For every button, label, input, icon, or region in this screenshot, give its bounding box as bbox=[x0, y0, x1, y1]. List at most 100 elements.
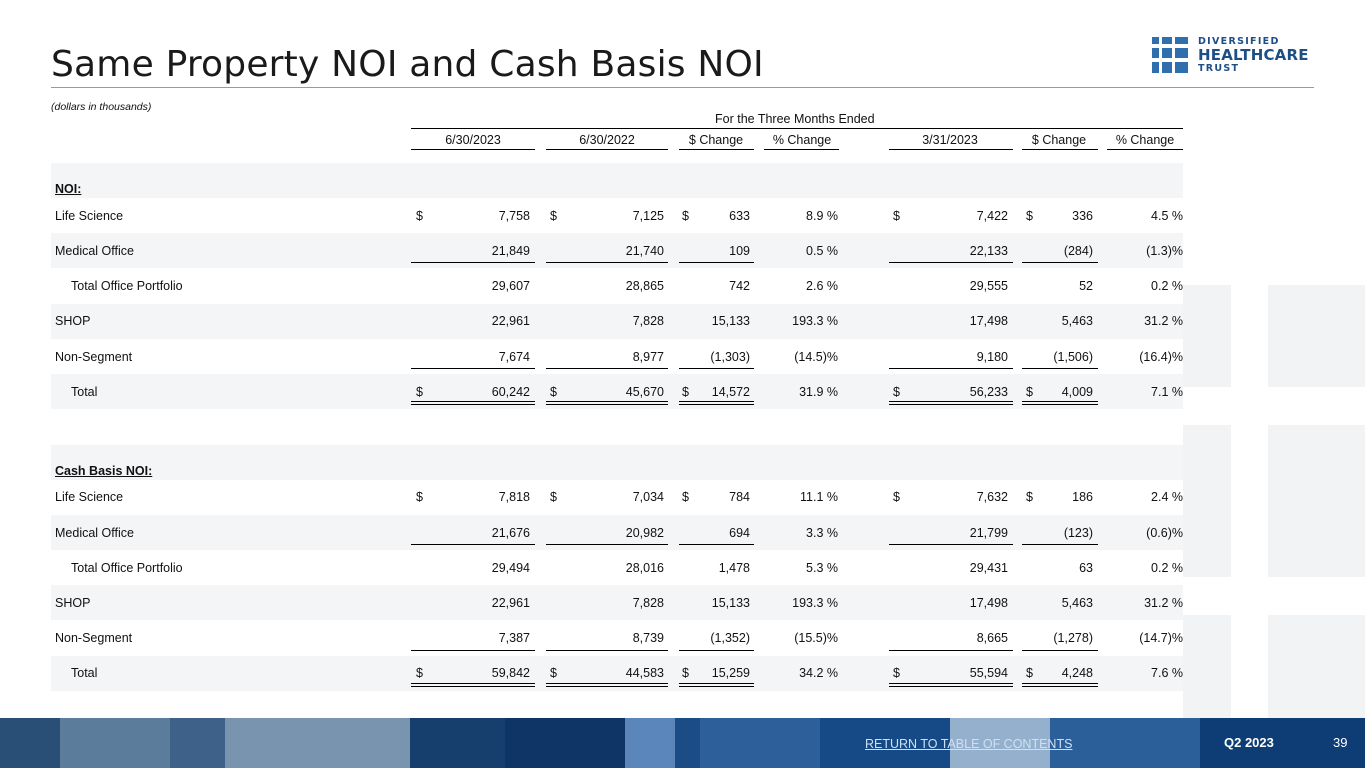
row-value: 7,828 bbox=[632, 314, 664, 329]
currency-symbol: $ bbox=[682, 666, 689, 681]
subtotal-underline bbox=[546, 262, 668, 264]
section-heading-row: NOI: bbox=[51, 163, 1183, 198]
currency-symbol: $ bbox=[416, 666, 423, 681]
company-logo: DIVERSIFIED HEALTHCARE TRUST bbox=[1152, 35, 1322, 77]
table-row: Total Office Portfolio 29,607 28,865 742 2.6… bbox=[51, 269, 1183, 304]
row-value: 742 bbox=[729, 279, 750, 294]
row-label: Non-Segment bbox=[55, 631, 133, 646]
column-header: $ Change bbox=[688, 133, 744, 147]
row-value: 0.2 % bbox=[1151, 279, 1183, 294]
row-value: 21,676 bbox=[491, 525, 530, 540]
row-value: 11.1 % bbox=[800, 490, 838, 505]
row-value: 15,133 bbox=[711, 314, 750, 329]
total-double-underline bbox=[546, 401, 668, 406]
subtotal-underline bbox=[1022, 649, 1098, 651]
row-value: 34.2 % bbox=[799, 666, 838, 681]
row-value: (1,352) bbox=[710, 631, 750, 646]
period-header: For the Three Months Ended bbox=[715, 112, 875, 126]
currency-symbol: $ bbox=[893, 490, 900, 505]
row-value: 45,670 bbox=[625, 384, 664, 399]
subtotal-underline bbox=[546, 368, 668, 369]
page-number: 39 bbox=[1333, 735, 1348, 750]
currency-symbol: $ bbox=[893, 208, 900, 223]
row-value: (1,303) bbox=[710, 349, 750, 364]
subtotal-underline bbox=[411, 544, 535, 545]
row-value: 7,632 bbox=[976, 490, 1008, 505]
row-label: Life Science bbox=[55, 208, 124, 223]
row-value: (123) bbox=[1063, 525, 1093, 540]
logo-text-line3: TRUST bbox=[1198, 63, 1240, 74]
currency-symbol: $ bbox=[893, 384, 900, 399]
table-row: Life Science 7,758 $7,125 $633 $8.9 % 7,422 $3… bbox=[51, 198, 1183, 233]
subtotal-underline bbox=[679, 649, 754, 651]
row-value: 55,594 bbox=[969, 666, 1008, 681]
total-double-underline bbox=[889, 682, 1013, 687]
table-row: Total Office Portfolio 29,494 28,016 1,478 5… bbox=[51, 550, 1183, 585]
row-value: 186 bbox=[1072, 490, 1093, 505]
row-value: 7,818 bbox=[498, 490, 530, 505]
column-header: % Change bbox=[1115, 133, 1175, 147]
row-value: 21,799 bbox=[969, 525, 1008, 540]
row-value: 28,016 bbox=[625, 560, 664, 575]
row-value: (1.3)% bbox=[1146, 243, 1183, 258]
currency-symbol: $ bbox=[682, 208, 689, 223]
row-value: 29,555 bbox=[969, 279, 1008, 294]
row-label: Medical Office bbox=[55, 243, 134, 258]
background-decoration bbox=[1183, 285, 1365, 718]
row-value: (0.6)% bbox=[1146, 525, 1183, 540]
row-value: 193.3 % bbox=[792, 595, 838, 610]
currency-symbol: $ bbox=[893, 666, 900, 681]
row-value: 8.9 % bbox=[806, 208, 838, 223]
section-heading-row: Cash Basis NOI: bbox=[51, 444, 1183, 480]
table-row: SHOP 22,961 7,828 15,133 193.3 % 17,498 5,463 3… bbox=[51, 585, 1183, 621]
row-value: 7.1 % bbox=[1151, 384, 1183, 399]
row-value: 15,133 bbox=[711, 595, 750, 610]
row-value: 29,607 bbox=[491, 279, 530, 294]
table-row: Non-Segment 7,674 8,977 (1,303) (14.5)% 9,180… bbox=[51, 339, 1183, 374]
row-value: 63 bbox=[1079, 560, 1093, 575]
currency-symbol: $ bbox=[550, 490, 557, 505]
row-value: 22,961 bbox=[491, 314, 530, 329]
table-row: Total 60,242 $45,670 $14,572 $31.9 % 56,233 $4… bbox=[51, 374, 1183, 410]
row-value: 14,572 bbox=[711, 384, 750, 399]
total-double-underline bbox=[1022, 401, 1098, 406]
subtotal-underline bbox=[546, 544, 668, 545]
column-header-underline bbox=[411, 149, 535, 150]
row-label: Total Office Portfolio bbox=[71, 279, 183, 294]
row-value: 7,758 bbox=[498, 208, 530, 223]
subtotal-underline bbox=[889, 262, 1013, 264]
period-header-rule bbox=[411, 128, 1183, 129]
return-to-toc-link[interactable]: RETURN TO TABLE OF CONTENTS bbox=[865, 737, 1073, 751]
table-row: SHOP 22,961 7,828 15,133 193.3 % 17,498 5,463 3… bbox=[51, 303, 1183, 339]
row-value: 2.4 % bbox=[1151, 490, 1183, 505]
total-double-underline bbox=[411, 401, 535, 406]
column-header: 6/30/2022 bbox=[579, 133, 635, 147]
row-value: 694 bbox=[729, 525, 750, 540]
row-value: 3.3 % bbox=[806, 525, 838, 540]
currency-symbol: $ bbox=[682, 384, 689, 399]
row-value: 7.6 % bbox=[1151, 666, 1183, 681]
currency-symbol: $ bbox=[416, 208, 423, 223]
row-value: (14.5)% bbox=[794, 349, 838, 364]
quarter-label: Q2 2023 bbox=[1224, 735, 1274, 750]
row-value: 109 bbox=[729, 243, 750, 258]
row-value: 29,494 bbox=[491, 560, 530, 575]
row-value: 784 bbox=[729, 490, 750, 505]
total-double-underline bbox=[679, 682, 754, 687]
row-value: (14.7)% bbox=[1139, 631, 1183, 646]
subtotal-underline bbox=[679, 262, 754, 264]
total-double-underline bbox=[411, 682, 535, 687]
row-label: Non-Segment bbox=[55, 349, 133, 364]
row-label: SHOP bbox=[55, 595, 91, 610]
column-header-underline bbox=[1107, 149, 1183, 150]
subtotal-underline bbox=[679, 544, 754, 545]
row-value: 31.2 % bbox=[1144, 314, 1183, 329]
column-header: $ Change bbox=[1031, 133, 1087, 147]
row-value: 8,739 bbox=[632, 631, 664, 646]
row-value: (16.4)% bbox=[1139, 349, 1183, 364]
column-header-underline bbox=[546, 149, 668, 150]
row-value: 7,422 bbox=[976, 208, 1008, 223]
row-label: SHOP bbox=[55, 314, 91, 329]
total-double-underline bbox=[679, 401, 754, 406]
column-header-underline bbox=[764, 149, 839, 150]
